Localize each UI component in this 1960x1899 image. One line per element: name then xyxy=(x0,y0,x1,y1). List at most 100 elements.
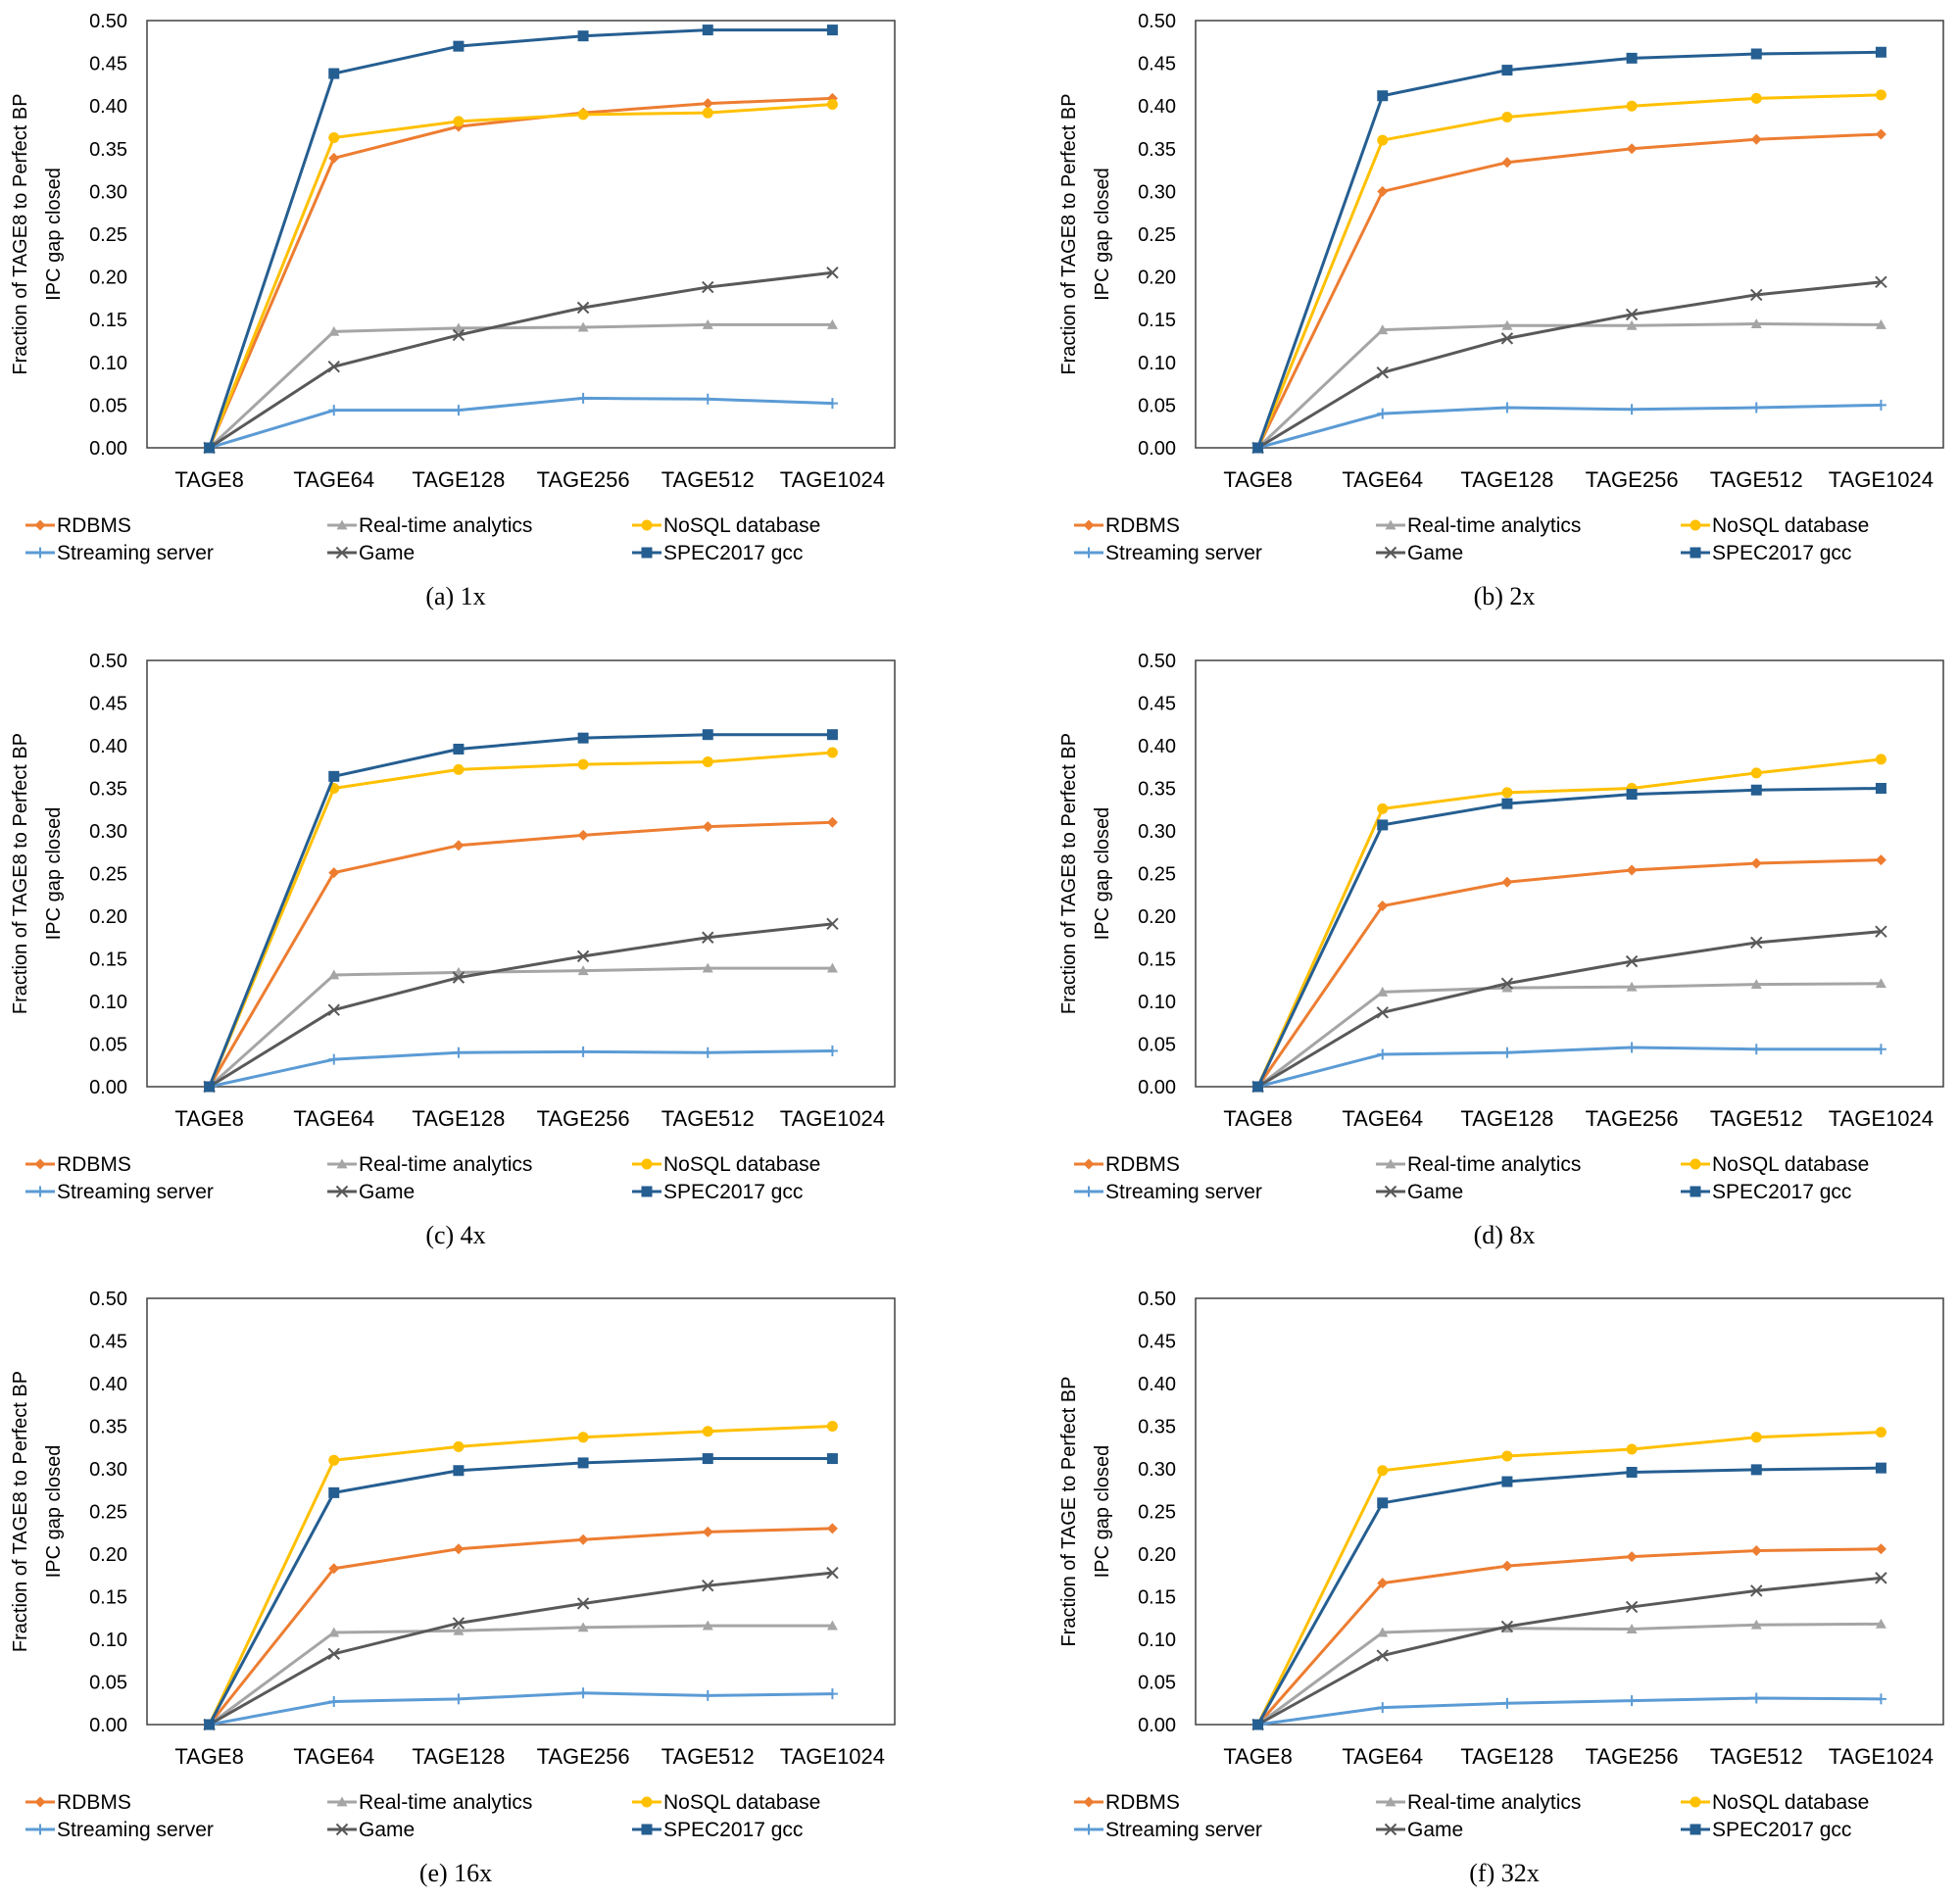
data-point-nosql-database xyxy=(1626,100,1638,112)
data-point-real-time-analytics xyxy=(453,1625,465,1635)
y-axis-label-line2: IPC gap closed xyxy=(1092,807,1113,941)
x-tick-label: TAGE128 xyxy=(412,467,505,492)
data-point-nosql-database xyxy=(1750,92,1762,104)
data-point-spec2017-gcc xyxy=(702,24,713,36)
series-line-rdbms xyxy=(1256,858,1882,1088)
data-point-game xyxy=(1875,925,1887,938)
legend-marker xyxy=(641,519,653,531)
x-tick-label: TAGE512 xyxy=(662,1744,755,1769)
legend-label: Streaming server xyxy=(1105,1819,1262,1841)
x-tick-label: TAGE64 xyxy=(1342,1744,1423,1769)
legend-marker xyxy=(1690,1158,1701,1170)
legend-label: Game xyxy=(1407,1181,1463,1203)
data-point-game xyxy=(1750,936,1763,950)
legend-label: RDBMS xyxy=(1105,1153,1180,1176)
y-axis-label-line2: IPC gap closed xyxy=(43,1445,65,1579)
data-point-rdbms xyxy=(1750,1545,1762,1557)
data-point-nosql-database xyxy=(328,1454,340,1466)
data-point-game xyxy=(826,917,839,931)
x-tick-label: TAGE128 xyxy=(412,1106,505,1131)
data-point-streaming-server xyxy=(1875,1693,1886,1705)
legend-label: SPEC2017 gcc xyxy=(1712,1819,1851,1841)
legend-label: Real-time analytics xyxy=(1407,514,1581,537)
data-point-spec2017-gcc xyxy=(826,24,838,36)
legend-marker xyxy=(1385,1158,1396,1169)
y-axis-label: Fraction of TAGE8 to Perfect BP xyxy=(10,1371,31,1652)
data-point-streaming-server xyxy=(702,393,713,405)
y-tick-label: 0.35 xyxy=(89,139,127,161)
data-point-game xyxy=(702,931,714,944)
data-point-spec2017-gcc xyxy=(702,1453,713,1465)
legend-label: Real-time analytics xyxy=(359,1791,532,1814)
data-point-spec2017-gcc xyxy=(1252,442,1264,454)
legend-marker xyxy=(1385,1796,1396,1807)
legend-marker xyxy=(1083,1158,1095,1170)
data-point-nosql-database xyxy=(702,107,713,119)
series-game xyxy=(203,1566,839,1731)
data-point-real-time-analytics xyxy=(1377,986,1389,997)
data-point-streaming-server xyxy=(328,1696,340,1708)
legend-marker xyxy=(1083,1824,1095,1835)
legend-marker xyxy=(1384,1823,1397,1836)
data-point-real-time-analytics xyxy=(1750,979,1762,989)
legend-label: NoSQL database xyxy=(1712,514,1869,537)
y-tick-label: 0.00 xyxy=(89,438,127,460)
series-line-nosql-database xyxy=(1256,1431,1882,1726)
series-line-real-time-analytics xyxy=(208,966,833,1089)
panel-caption: (a) 1x xyxy=(425,582,485,610)
data-point-streaming-server xyxy=(1750,1692,1762,1704)
y-tick-label: 0.05 xyxy=(89,1673,127,1694)
chart-panel-3: 0.00 0.05 0.10 0.15 0.20 0.25 0.30 0.35 0.40 0.45… xyxy=(10,651,896,1249)
legend-item: NoSQL database xyxy=(1681,514,1869,537)
data-point-rdbms xyxy=(1626,864,1638,876)
legend-marker xyxy=(1690,1824,1701,1835)
panel-caption: (f) 32x xyxy=(1469,1859,1539,1887)
data-point-spec2017-gcc xyxy=(826,1453,838,1465)
y-tick-label: 0.50 xyxy=(1138,651,1176,672)
legend-marker xyxy=(335,546,349,560)
series-line-rdbms xyxy=(208,820,833,1088)
series-streaming-server xyxy=(1252,1042,1886,1093)
data-point-streaming-server xyxy=(577,1687,589,1699)
y-tick-label: 0.40 xyxy=(1138,96,1176,118)
data-point-rdbms xyxy=(328,152,340,164)
series-line-spec2017-gcc xyxy=(1256,50,1882,449)
x-tick-label: TAGE64 xyxy=(1342,1106,1423,1131)
legend-label: RDBMS xyxy=(57,1791,131,1814)
legend-marker xyxy=(34,519,46,531)
data-point-real-time-analytics xyxy=(1626,981,1638,992)
data-point-game xyxy=(327,1003,340,1016)
data-point-streaming-server xyxy=(328,1053,340,1065)
x-tick-label: TAGE256 xyxy=(1586,467,1679,492)
y-tick-label: 0.35 xyxy=(89,779,127,801)
plot-area xyxy=(1195,659,1944,1088)
series-line-streaming-server xyxy=(209,396,833,450)
data-point-game xyxy=(1500,977,1514,990)
series-spec2017-gcc xyxy=(204,1453,838,1730)
x-tick-label: TAGE1024 xyxy=(1829,1744,1934,1769)
y-tick-label: 0.35 xyxy=(1138,1417,1176,1438)
series-line-nosql-database xyxy=(1256,757,1882,1088)
data-point-streaming-server xyxy=(1501,402,1513,414)
y-tick-label: 0.00 xyxy=(1138,1715,1176,1736)
data-point-game xyxy=(702,280,714,294)
legend-marker xyxy=(641,1824,653,1835)
data-point-game xyxy=(576,950,590,963)
legend-item: NoSQL database xyxy=(1681,1791,1869,1814)
legend-item: Streaming server xyxy=(1074,1181,1262,1203)
x-tick-label: TAGE256 xyxy=(537,1106,630,1131)
data-point-spec2017-gcc xyxy=(1501,798,1513,809)
y-tick-label: 0.35 xyxy=(89,1417,127,1438)
legend-label: Streaming server xyxy=(57,1181,214,1203)
series-nosql-database xyxy=(1252,1427,1886,1730)
data-point-nosql-database xyxy=(1501,787,1513,799)
legend-marker xyxy=(1083,547,1095,559)
chart-panel-6: 0.00 0.05 0.10 0.15 0.20 0.25 0.30 0.35 0.40 0.45… xyxy=(1058,1289,1944,1887)
legend-item: Game xyxy=(1376,542,1463,564)
data-point-streaming-server xyxy=(702,1689,713,1701)
data-point-game xyxy=(452,1617,466,1630)
legend-label: SPEC2017 gcc xyxy=(663,1181,803,1203)
plot-area xyxy=(1195,20,1944,449)
legend: RDBMS Real-time analytics NoSQL database St… xyxy=(1074,1791,1869,1841)
series-line-rdbms xyxy=(1256,132,1882,449)
